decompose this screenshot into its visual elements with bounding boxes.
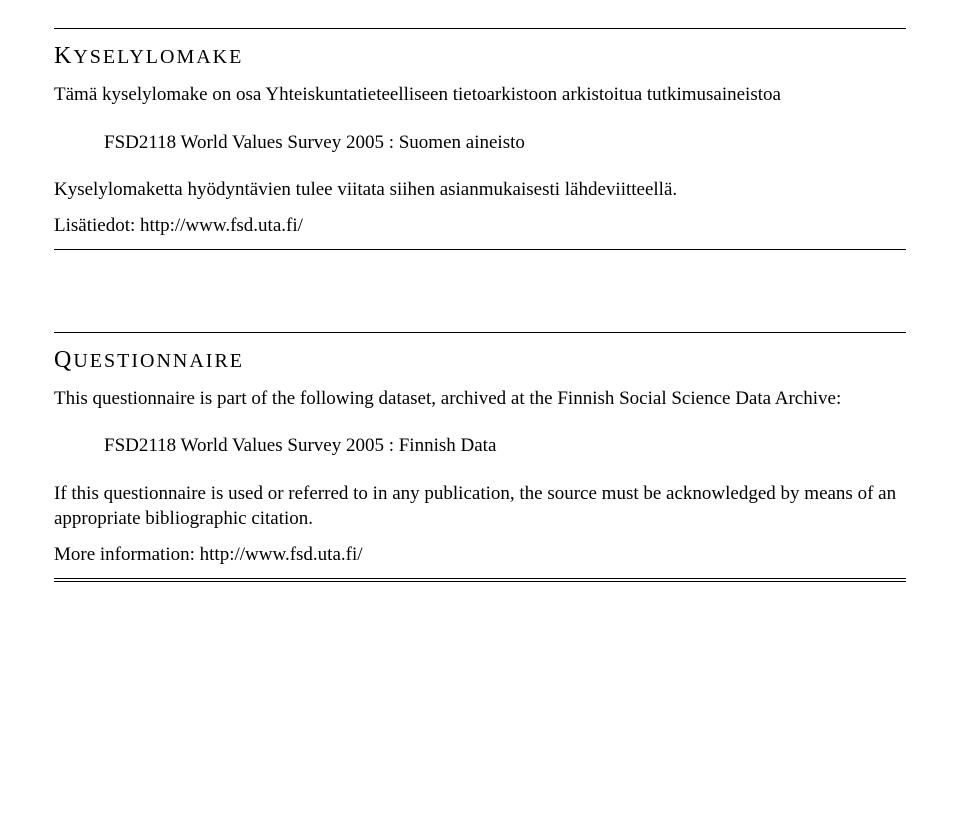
- intro-text-fi: Tämä kyselylomake on osa Yhteiskuntatiet…: [54, 82, 906, 108]
- rule-bottom-2b: [54, 581, 906, 582]
- usage-text-fi: Kyselylomaketta hyödyntävien tulee viita…: [54, 177, 906, 203]
- heading-initial: K: [54, 43, 73, 69]
- dataset-title-fi: FSD2118 World Values Survey 2005 : Suome…: [104, 130, 906, 156]
- heading-questionnaire: QUESTIONNAIRE: [54, 347, 906, 374]
- intro-text-en: This questionnaire is part of the follow…: [54, 386, 906, 412]
- heading-rest: YSELYLOMAKE: [73, 46, 243, 68]
- moreinfo-text-en: More information: http://www.fsd.uta.fi/: [54, 542, 906, 568]
- rule-bottom-2a: [54, 578, 906, 579]
- dataset-title-en: FSD2118 World Values Survey 2005 : Finni…: [104, 433, 906, 459]
- rule-bottom-1: [54, 332, 906, 333]
- heading-rest-en: UESTIONNAIRE: [73, 350, 244, 372]
- section-gap: [54, 250, 906, 332]
- heading-initial-en: Q: [54, 347, 73, 373]
- document-page: KYSELYLOMAKE Tämä kyselylomake on osa Yh…: [0, 0, 960, 831]
- usage-text-en: If this questionnaire is used or referre…: [54, 481, 906, 532]
- moreinfo-text-fi: Lisätiedot: http://www.fsd.uta.fi/: [54, 213, 906, 239]
- heading-kyselylomake: KYSELYLOMAKE: [54, 43, 906, 70]
- rule-top-1: [54, 28, 906, 29]
